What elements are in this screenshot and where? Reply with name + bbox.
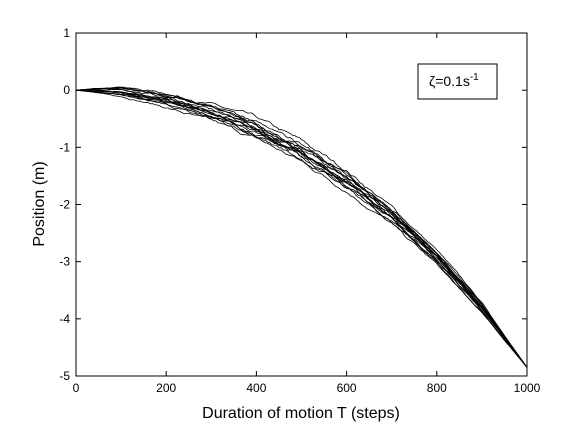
trajectory-line-11 — [76, 88, 528, 368]
y-tick-label: -3 — [59, 255, 70, 269]
x-tick-label: 0 — [73, 381, 80, 395]
annotation-text: ζ=0.1s-1 — [429, 72, 479, 89]
trajectory-line-8 — [76, 89, 528, 368]
trajectory-line-5 — [75, 89, 528, 368]
x-axis-label: Duration of motion T (steps) — [202, 405, 400, 422]
x-tick-label: 600 — [337, 381, 357, 395]
trajectory-line-7 — [75, 89, 528, 368]
series-layer — [75, 86, 528, 368]
y-tick-label: -1 — [59, 140, 70, 154]
y-tick-label: -4 — [59, 312, 70, 326]
trajectory-line-9 — [75, 87, 528, 368]
y-tick-label: -2 — [59, 198, 70, 212]
y-tick-label: -5 — [59, 369, 70, 383]
y-axis-label: Position (m) — [31, 161, 48, 246]
annotation-exponent: -1 — [470, 72, 479, 83]
annotation-value: =0.1s — [435, 73, 470, 89]
trajectory-line-1 — [75, 89, 528, 368]
trajectory-line-14 — [75, 89, 528, 368]
parameter-annotation: ζ=0.1s-1 — [417, 63, 498, 100]
trajectory-line-6 — [75, 87, 528, 368]
x-tick-label: 400 — [246, 381, 266, 395]
y-tick-label: 0 — [63, 83, 70, 97]
trajectory-line-13 — [75, 86, 528, 368]
trajectory-line-10 — [75, 89, 528, 368]
y-tick-label: 1 — [63, 26, 70, 40]
trajectory-line-15 — [75, 89, 528, 368]
trajectory-line-2 — [75, 86, 528, 368]
x-tick-label: 800 — [427, 381, 447, 395]
trajectory-line-4 — [75, 88, 528, 368]
annotation-box — [417, 63, 498, 100]
trajectory-line-12 — [75, 89, 528, 368]
x-tick-label: 200 — [156, 381, 176, 395]
ticks-layer: 0 200 400 600 800 1000 1 0 -1 -2 -3 -4 -5 — [59, 26, 540, 395]
trajectory-line-3 — [75, 89, 528, 368]
zeta-symbol: ζ — [429, 73, 435, 89]
x-tick-label: 1000 — [514, 381, 541, 395]
